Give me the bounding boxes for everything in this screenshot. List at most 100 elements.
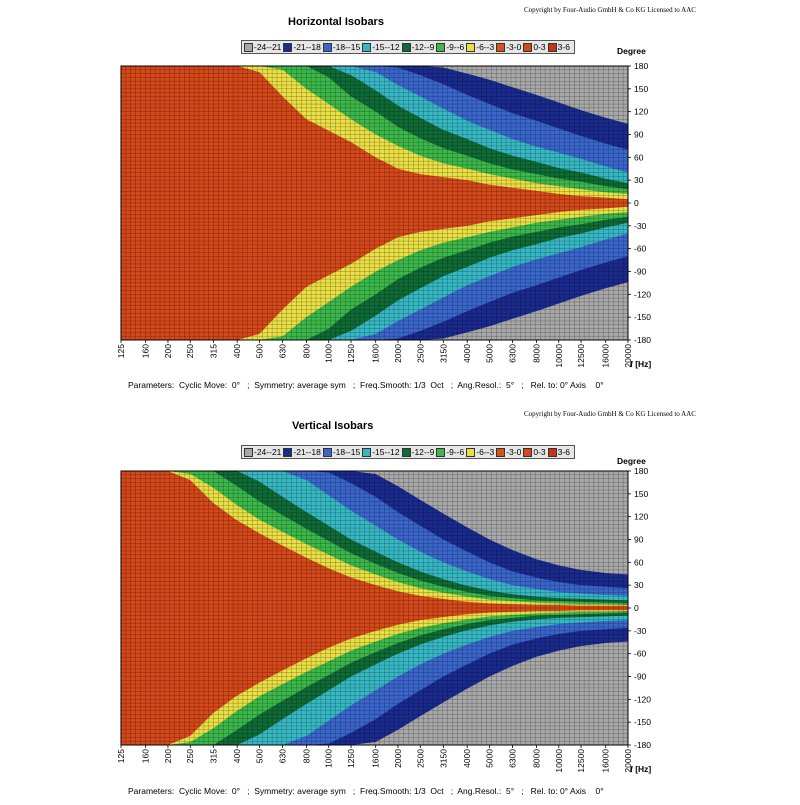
legend-item: -3-0 [496,42,521,52]
y-tick-label: 90 [634,535,644,545]
legend: -24--21 -21--18 -18--15 -15--12 -12--9 -9--6 -… [241,40,575,54]
legend-item: -15--12 [362,42,400,52]
legend-swatch [362,447,372,457]
chart-title: Vertical Isobars [292,420,374,432]
legend-item: -21--18 [283,447,321,457]
chart-title: Horizontal Isobars [288,16,384,28]
x-tick-label: 4000 [462,749,472,768]
y-tick-label: 30 [634,580,644,590]
legend-swatch [523,447,533,457]
y-axis-label: Degree [617,456,646,466]
legend-swatch [401,447,411,457]
y-tick-label: 180 [634,466,648,476]
x-tick-label: 160 [141,749,151,763]
legend-label: -12--9 [411,447,435,457]
legend-swatch [244,42,253,52]
x-tick-label: 3150 [438,749,448,768]
x-tick-label: 6300 [508,749,518,768]
heatmap-plot: 180 150 120 90 60 30 0 -30 -60 -90 -120 -150 -180 125… [116,466,651,774]
isobar-region-upper [420,66,628,124]
x-tick-label: 20000 [623,749,633,773]
x-tick-label: 5000 [485,344,495,363]
legend-label: -24--21 [254,42,282,52]
legend-label: -15--12 [372,42,400,52]
x-tick-label: 1250 [346,344,356,363]
x-tick-label: 630 [278,749,288,763]
legend-swatch [244,447,253,457]
legend-swatch [322,42,332,52]
x-tick-label: 400 [232,344,242,358]
legend-label: 0-3 [533,447,546,457]
legend-swatch [547,42,557,52]
legend-swatch [436,42,446,52]
x-axis-label: f [Hz] [630,764,651,774]
heatmap-plot: 180 150 120 90 60 30 0 -30 -60 -90 -120 -150 -180 125… [116,61,651,369]
legend-label: -3-0 [506,447,522,457]
legend-label: -12--9 [411,42,435,52]
legend-label: -24--21 [254,447,282,457]
y-tick-label: 0 [634,603,639,613]
legend-swatch [322,447,332,457]
legend-swatch [283,447,293,457]
y-tick-label: -120 [634,694,651,704]
parameters-line: Parameters: Cyclic Move: 0° ; Symmetry: … [128,380,604,390]
legend-item: -9--6 [436,447,464,457]
legend: -24--21 -21--18 -18--15 -15--12 -12--9 -9--6 -… [241,445,575,459]
horizontal-isobars-panel: Copyright by Four-Audio GmbH & Co KG Lic… [0,0,800,400]
legend-label: -18--15 [332,447,361,457]
x-tick-label: 3150 [438,344,448,363]
x-tick-label: 4000 [462,344,472,363]
x-tick-label: 1000 [324,344,334,363]
x-tick-label: 250 [185,749,195,763]
isobar-region-upper [328,471,628,575]
legend-label: -9--6 [446,42,465,52]
y-tick-label: 180 [634,61,648,71]
x-axis-label: f [Hz] [630,359,651,369]
x-tick-label: 400 [232,749,242,763]
legend-item: 0-3 [523,42,546,52]
x-tick-label: 16000 [601,749,611,773]
legend-swatch [401,42,411,52]
x-tick-label: 10000 [554,749,564,773]
legend-item: 3-6 [547,42,570,52]
legend-item: -12--9 [401,447,435,457]
legend-swatch [496,42,506,52]
y-tick-label: -90 [634,672,647,682]
legend-label: 3-6 [557,447,570,457]
legend-swatch [362,42,372,52]
x-tick-label: 8000 [531,344,541,363]
y-tick-label: 150 [634,84,648,94]
y-tick-label: 120 [634,512,648,522]
y-tick-label: -120 [634,289,651,299]
legend-label: -6--3 [476,447,495,457]
y-tick-label: 120 [634,107,648,117]
x-tick-label: 250 [185,344,195,358]
isobar-region-lower [420,282,628,340]
legend-item: -24--21 [244,42,281,52]
x-tick-label: 160 [141,344,151,358]
x-tick-label: 500 [254,344,264,358]
legend-item: -6--3 [466,447,494,457]
legend-label: -6--3 [476,42,495,52]
legend-item: -3-0 [496,447,521,457]
y-tick-label: -90 [634,267,647,277]
legend-swatch [283,42,293,52]
legend-item: -9--6 [436,42,464,52]
y-axis-label: Degree [617,46,646,56]
y-tick-label: -180 [634,740,651,750]
parameters-line: Parameters: Cyclic Move: 0° ; Symmetry: … [128,786,604,796]
x-tick-label: 800 [301,749,311,763]
legend-item: -15--12 [362,447,400,457]
x-tick-label: 315 [208,344,218,358]
legend-label: -3-0 [506,42,522,52]
y-tick-label: 150 [634,489,648,499]
x-tick-label: 800 [301,344,311,358]
x-tick-label: 200 [163,749,173,763]
x-tick-label: 20000 [623,344,633,368]
isobar-region-lower [328,641,628,745]
y-tick-label: -150 [634,312,651,322]
y-tick-label: -30 [634,221,647,231]
legend-item: -21--18 [283,42,321,52]
copyright-text: Copyright by Four-Audio GmbH & Co KG Lic… [524,6,696,14]
x-tick-label: 630 [278,344,288,358]
